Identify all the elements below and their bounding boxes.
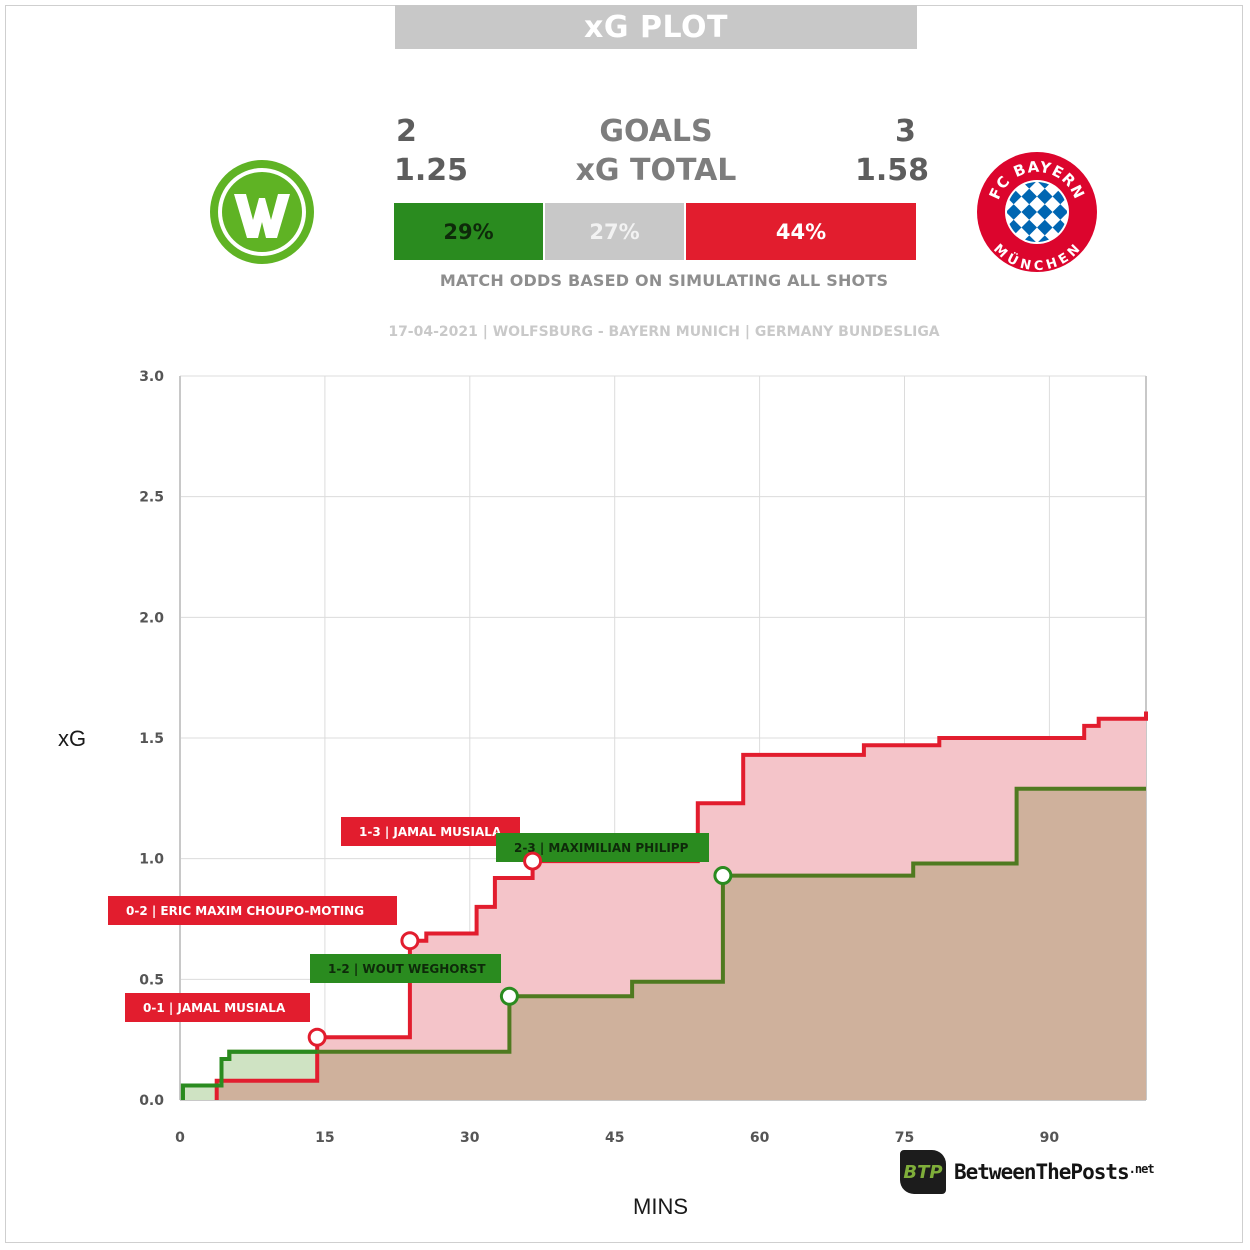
y-axis-title: xG xyxy=(58,726,87,751)
goal-label-text: 0-2 | ERIC MAXIM CHOUPO-MOTING xyxy=(126,904,364,918)
goal-marker xyxy=(523,851,543,871)
goal-label: 1-3 | JAMAL MUSIALA xyxy=(341,817,520,846)
chart-ticks: 0.0 0.5 1.0 1.5 2.0 2.5 3.0 0 15 30 45 60 75 90 xyxy=(139,369,1059,1146)
goal-label-text: 2-3 | MAXIMILIAN PHILIPP xyxy=(514,841,689,855)
brand-logo: BTP BetweenThePosts.net xyxy=(900,1150,1155,1196)
page-title: xG PLOT xyxy=(395,5,917,49)
y-tick-label: 0.0 xyxy=(139,1093,164,1109)
goal-label-box xyxy=(341,817,520,846)
away-win-odds: 44% xyxy=(686,203,916,260)
y-tick-label: 2.5 xyxy=(139,490,164,506)
goal-label-box xyxy=(108,896,397,925)
y-tick-label: 1.0 xyxy=(139,852,164,868)
goals-label: GOALS xyxy=(599,114,713,149)
match-info: 17-04-2021 | WOLFSBURG - BAYERN MUNICH |… xyxy=(388,324,940,340)
x-tick-label: 45 xyxy=(605,1130,624,1146)
x-tick-label: 15 xyxy=(315,1130,334,1146)
away-goals: 3 xyxy=(895,114,916,149)
brand-name: BetweenThePosts.net xyxy=(954,1160,1155,1184)
goal-marker xyxy=(499,986,519,1006)
away-xg-total: 1.58 xyxy=(855,153,930,188)
goal-label: 0-1 | JAMAL MUSIALA xyxy=(125,993,310,1022)
x-tick-label: 30 xyxy=(460,1130,480,1146)
odds-caption: MATCH ODDS BASED ON SIMULATING ALL SHOTS xyxy=(439,271,889,290)
goal-marker xyxy=(307,1027,327,1047)
x-tick-label: 90 xyxy=(1040,1130,1060,1146)
x-tick-label: 0 xyxy=(175,1130,185,1146)
xg-total-label: xG TOTAL xyxy=(575,153,737,188)
goal-label-box xyxy=(310,954,501,983)
y-tick-label: 2.0 xyxy=(139,610,164,626)
goal-label-box xyxy=(125,993,310,1022)
brand-suffix: .net xyxy=(1128,1162,1155,1176)
goal-label-text: 0-1 | JAMAL MUSIALA xyxy=(143,1001,286,1015)
y-tick-label: 0.5 xyxy=(139,972,164,988)
x-tick-label: 60 xyxy=(750,1130,770,1146)
home-goals: 2 xyxy=(396,114,417,149)
home-win-odds: 29% xyxy=(394,203,543,260)
wolfsburg-logo xyxy=(210,160,314,264)
brand-name-text: BetweenThePosts xyxy=(954,1160,1130,1184)
goal-label: 0-2 | ERIC MAXIM CHOUPO-MOTING xyxy=(108,896,397,925)
goal-label-text: 1-3 | JAMAL MUSIALA xyxy=(359,825,502,839)
draw-odds: 27% xyxy=(545,203,684,260)
x-axis-title: MINS xyxy=(633,1194,688,1219)
goal-label-text: 1-2 | WOUT WEGHORST xyxy=(328,962,486,976)
home-xg-total: 1.25 xyxy=(394,153,469,188)
home-xg-line-early xyxy=(180,1049,318,1100)
home-xg-area xyxy=(182,788,1146,1100)
goal-marker xyxy=(400,931,420,951)
x-tick-label: 75 xyxy=(895,1130,914,1146)
goal-marker xyxy=(713,866,733,886)
brand-badge: BTP xyxy=(900,1150,946,1194)
y-tick-label: 1.5 xyxy=(139,731,164,747)
goal-markers xyxy=(307,851,733,1047)
y-tick-label: 3.0 xyxy=(139,369,164,385)
goal-label: 1-2 | WOUT WEGHORST xyxy=(310,954,501,983)
bayern-logo: FC BAYERN MÜNCHEN xyxy=(975,150,1099,274)
